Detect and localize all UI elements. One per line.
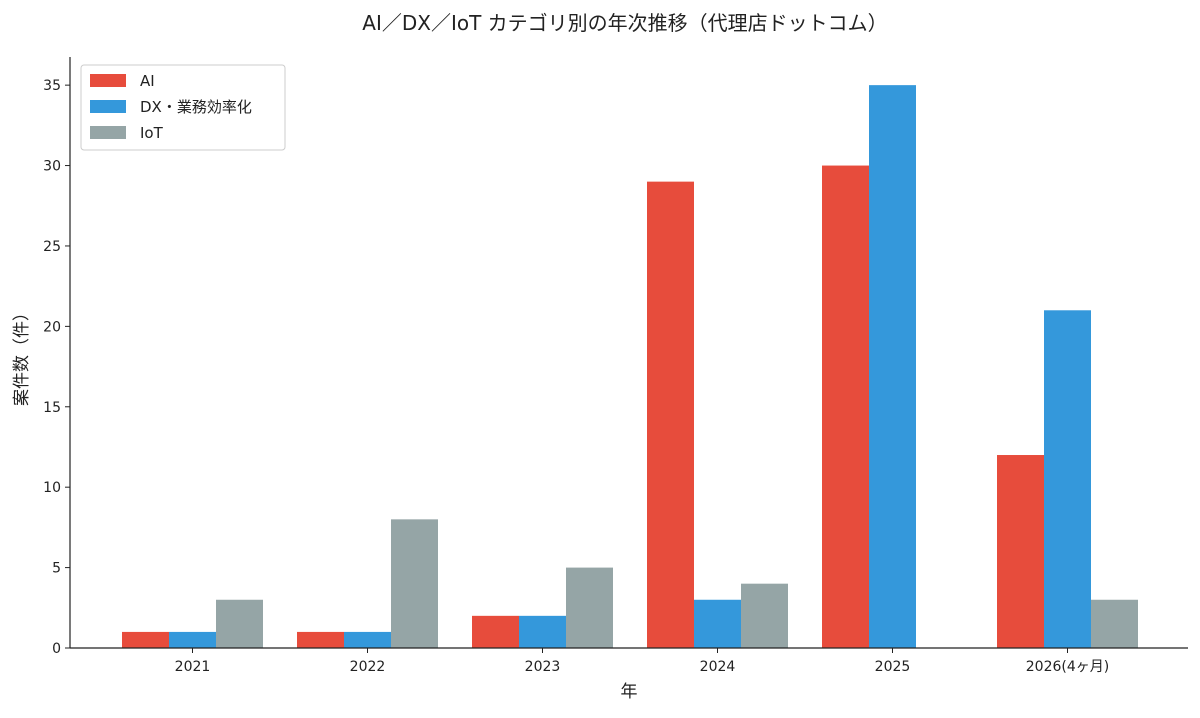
bar-IoT-2023 — [566, 567, 613, 648]
legend-label-AI: AI — [140, 72, 155, 90]
bar-AI-2026(4ヶ月) — [997, 455, 1044, 648]
bar-DX・業務効率化-2024 — [694, 599, 741, 648]
bar-AI-2021 — [122, 631, 169, 648]
bar-IoT-2024 — [741, 583, 788, 648]
y-tick-label: 20 — [43, 319, 61, 335]
bar-DX・業務効率化-2025 — [869, 85, 916, 648]
x-tick-label: 2024 — [700, 659, 736, 675]
bar-IoT-2026(4ヶ月) — [1091, 599, 1138, 648]
x-axis-label: 年 — [621, 682, 638, 702]
y-tick-label: 25 — [43, 239, 61, 255]
x-tick-label: 2026(4ヶ月) — [1026, 659, 1109, 675]
bar-AI-2024 — [647, 181, 694, 648]
x-tick-label: 2021 — [175, 659, 211, 675]
legend: AI DX・業務効率化 IoT — [80, 64, 286, 151]
y-tick-label: 10 — [43, 480, 61, 496]
bar-DX・業務効率化-2023 — [519, 615, 566, 648]
x-tick-label: 2023 — [525, 659, 561, 675]
y-tick-label: 5 — [52, 561, 61, 577]
bar-IoT-2021 — [216, 599, 263, 648]
legend-label-DX・業務効率化: DX・業務効率化 — [140, 98, 252, 116]
x-tick-label: 2025 — [875, 659, 911, 675]
bar-DX・業務効率化-2021 — [169, 631, 216, 648]
bar-AI-2023 — [472, 615, 519, 648]
y-tick-label: 30 — [43, 159, 61, 175]
bars-layer — [122, 85, 1138, 648]
legend-frame — [80, 64, 286, 151]
y-tick-label: 35 — [43, 78, 61, 94]
legend-label-IoT: IoT — [140, 124, 164, 142]
bar-DX・業務効率化-2026(4ヶ月) — [1044, 310, 1091, 648]
chart-title: AI／DX／IoT カテゴリ別の年次推移（代理店ドットコム） — [362, 11, 887, 35]
legend-swatch-IoT — [90, 126, 126, 139]
bar-AI-2025 — [822, 165, 869, 648]
y-tick-label: 0 — [52, 641, 61, 657]
legend-swatch-AI — [90, 74, 126, 87]
bar-AI-2022 — [297, 631, 344, 648]
x-tick-label: 2022 — [350, 659, 386, 675]
y-axis-label: 案件数（件） — [12, 304, 32, 406]
legend-swatch-DX・業務効率化 — [90, 100, 126, 113]
bar-IoT-2022 — [391, 519, 438, 648]
bar-DX・業務効率化-2022 — [344, 631, 391, 648]
y-tick-label: 15 — [43, 400, 61, 416]
